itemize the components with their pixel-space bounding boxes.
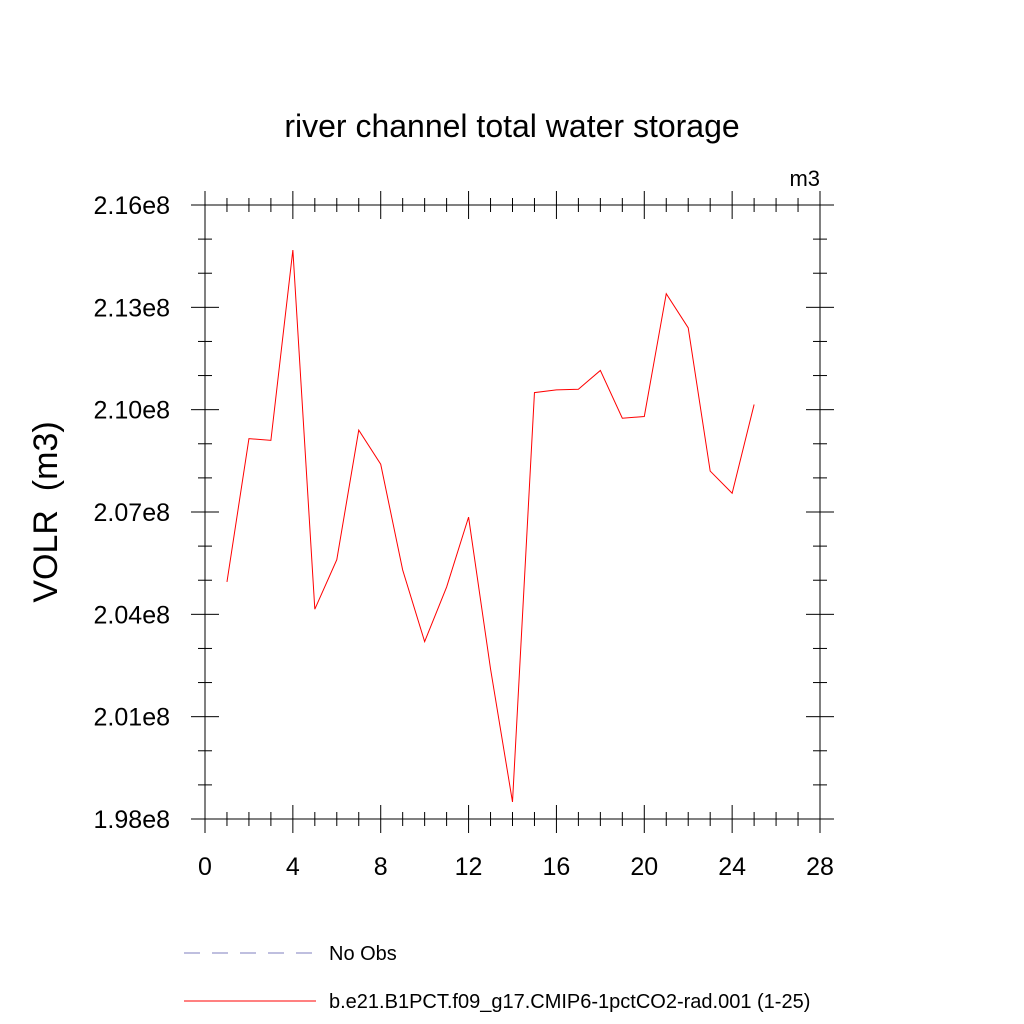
legend: No Obs b.e21.B1PCT.f09_g17.CMIP6-1pctCO2-… xyxy=(184,943,810,1013)
y-tick-label: 2.16e8 xyxy=(94,192,170,220)
x-tick-label: 20 xyxy=(630,853,658,881)
x-tick-label: 4 xyxy=(286,853,300,881)
units-label: m3 xyxy=(789,166,820,191)
x-tick-label: 24 xyxy=(718,853,746,881)
axis-tick-labels: 0 4 8 12 16 20 24 28 1.98e8 2.01e8 2.04e8 2.07e8 2.1… xyxy=(94,192,834,881)
x-tick-label: 8 xyxy=(374,853,388,881)
y-axis-label: VOLR (m3) xyxy=(27,421,65,602)
y-tick-label: 1.98e8 xyxy=(94,806,170,834)
x-tick-label: 0 xyxy=(198,853,212,881)
plot-series xyxy=(226,249,755,803)
y-tick-label: 2.10e8 xyxy=(94,397,170,425)
y-tick-label: 2.13e8 xyxy=(94,294,170,322)
x-tick-label: 28 xyxy=(806,853,834,881)
legend-label-1: b.e21.B1PCT.f09_g17.CMIP6-1pctCO2-rad.00… xyxy=(329,991,810,1013)
axis-ticks xyxy=(191,191,834,833)
y-tick-label: 2.01e8 xyxy=(94,704,170,732)
chart-title: river channel total water storage xyxy=(284,108,739,144)
legend-label-0: No Obs xyxy=(329,943,397,965)
x-tick-label: 16 xyxy=(543,853,571,881)
y-tick-label: 2.07e8 xyxy=(94,499,170,527)
y-tick-label: 2.04e8 xyxy=(94,601,170,629)
plot-frame xyxy=(204,204,821,820)
x-tick-label: 12 xyxy=(455,853,483,881)
series-line-0 xyxy=(226,249,755,803)
